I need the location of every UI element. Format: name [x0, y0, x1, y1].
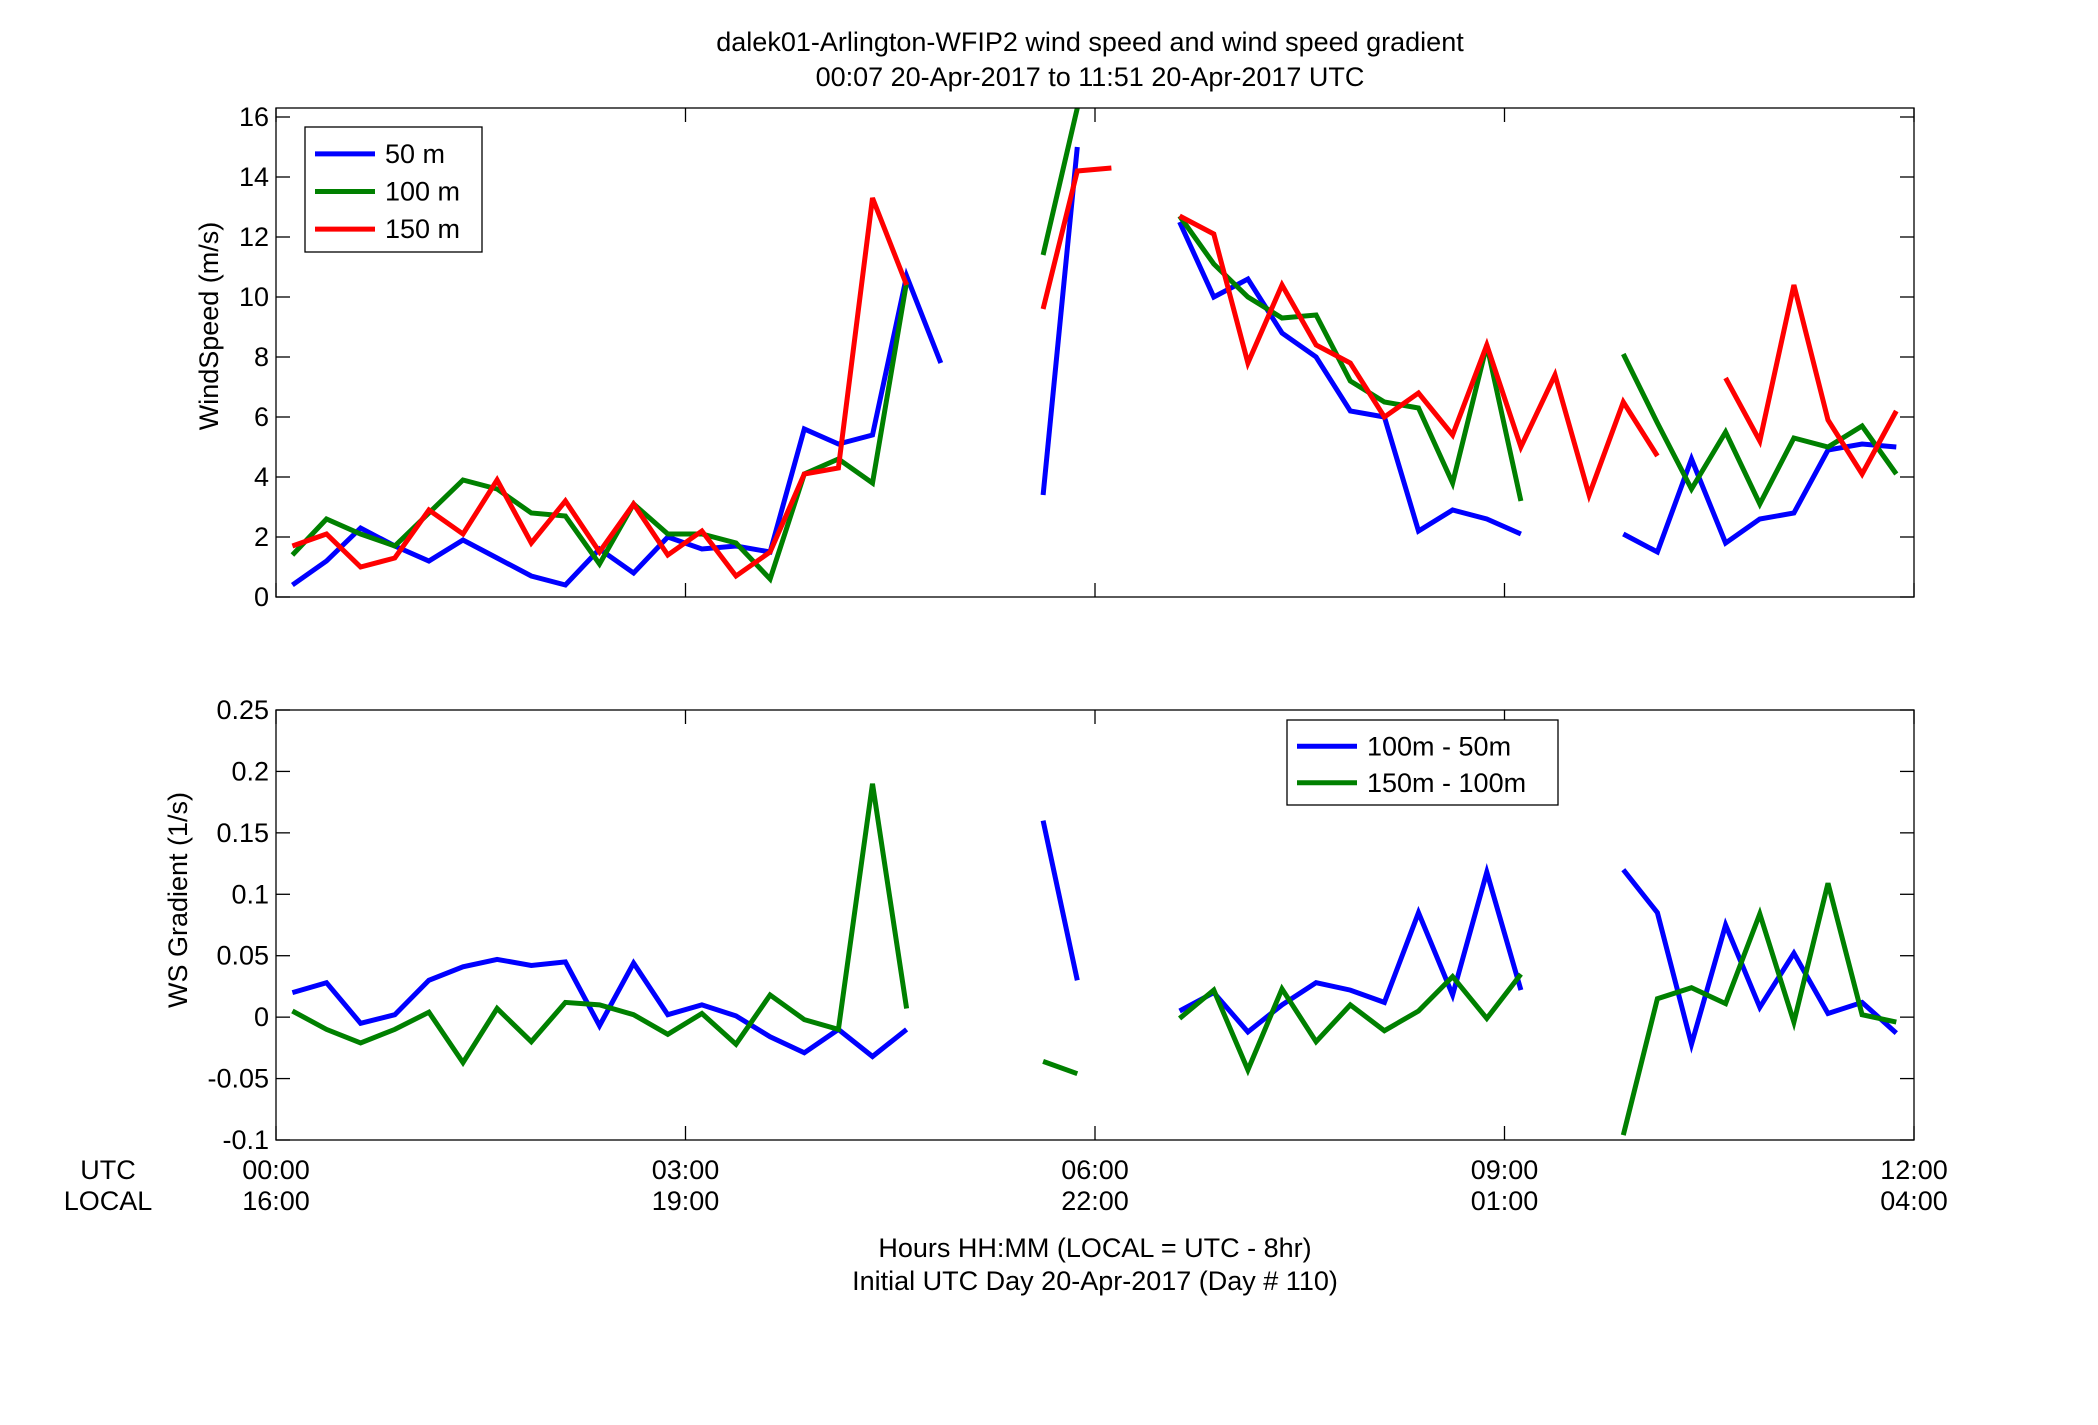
gradient-legend-label: 100m - 50m: [1367, 731, 1511, 761]
local-tick-label: 16:00: [242, 1186, 310, 1216]
gradient-series-150m-100m: [291, 783, 1897, 1136]
windspeed-line-50-m: [1040, 146, 1080, 496]
windspeed-line-100-m: [1040, 108, 1080, 256]
windspeed-ytick-label: 8: [254, 342, 269, 372]
local-tick-label: 22:00: [1061, 1186, 1129, 1216]
gradient-line-100m-50m: [1621, 868, 1898, 1054]
gradient-series-100m-50m: [291, 820, 1898, 1060]
windspeed-line-150-m: [1178, 213, 1660, 504]
local-tick-label: 04:00: [1880, 1186, 1948, 1216]
windspeed-panel: WindSpeed (m/s) 0 2 4 6 8 10 12 14 16 50 m 100 m 1…: [194, 102, 1915, 612]
gradient-ytick-label: 0.05: [216, 941, 269, 971]
windspeed-line-50-m: [1622, 441, 1897, 556]
windspeed-legend-label: 150 m: [385, 214, 460, 244]
xaxis-sublabel: Initial UTC Day 20-Apr-2017 (Day # 110): [852, 1266, 1338, 1296]
gradient-legend-box: [1286, 719, 1559, 806]
gradient-line-100m-50m: [1040, 820, 1080, 981]
windspeed-ylabel: WindSpeed (m/s): [194, 222, 224, 431]
utc-tick-label: 09:00: [1471, 1155, 1539, 1185]
figure-title: dalek01-Arlington-WFIP2 wind speed and w…: [716, 27, 1464, 57]
gradient-ytick-label: 0.25: [216, 695, 269, 725]
local-tick-label: 01:00: [1471, 1186, 1539, 1216]
windspeed-ytick-label: 6: [254, 402, 269, 432]
windspeed-series-150-m: [291, 165, 1899, 580]
windspeed-ytick-label: 14: [239, 162, 269, 192]
local-row-label: LOCAL: [64, 1186, 153, 1216]
windspeed-ytick-label: 4: [254, 462, 269, 492]
gradient-ticks: -0.1 -0.05 0 0.05 0.1 0.15 0.2 0.25: [207, 695, 1915, 1155]
gradient-plot-area: [291, 783, 1898, 1136]
gradient-line-150m-100m: [1620, 882, 1897, 1136]
local-tick-label: 19:00: [652, 1186, 720, 1216]
windspeed-line-150-m: [291, 197, 909, 580]
utc-tick-label: 00:00: [242, 1155, 310, 1185]
windspeed-ytick-label: 16: [239, 102, 269, 132]
gradient-ytick-label: -0.05: [207, 1064, 269, 1094]
windspeed-line-150-m: [1723, 284, 1899, 479]
windspeed-ticks: 0 2 4 6 8 10 12 14 16: [239, 102, 1915, 612]
utc-tick-label: 12:00: [1880, 1155, 1948, 1185]
gradient-ytick-label: 0.1: [231, 879, 269, 909]
windspeed-legend: 50 m 100 m 150 m: [304, 126, 483, 253]
gradient-ytick-label: 0.15: [216, 818, 269, 848]
windspeed-ytick-label: 0: [254, 582, 269, 612]
gradient-panel: WS Gradient (1/s) -0.1 -0.05 0 0.05 0.1 0.15 0…: [163, 695, 1915, 1155]
utc-tick-label: 03:00: [652, 1155, 720, 1185]
gradient-ylabel: WS Gradient (1/s): [163, 792, 193, 1008]
gradient-axes-box: [275, 709, 1915, 1141]
gradient-legend-label: 150m - 100m: [1367, 768, 1526, 798]
gradient-line-100m-50m: [1178, 863, 1524, 1036]
gradient-line-150m-100m: [1042, 1059, 1079, 1077]
gradient-line-100m-50m: [291, 956, 909, 1060]
utc-tick-label: 06:00: [1061, 1155, 1129, 1185]
windspeed-legend-label: 50 m: [385, 139, 445, 169]
gradient-legend: 100m - 50m 150m - 100m: [1286, 719, 1559, 806]
figure-subtitle: 00:07 20-Apr-2017 to 11:51 20-Apr-2017 U…: [816, 62, 1365, 92]
xaxis-label: Hours HH:MM (LOCAL = UTC - 8hr): [878, 1233, 1311, 1263]
gradient-ytick-label: 0.2: [231, 756, 269, 786]
windspeed-axes-box: [275, 107, 1915, 598]
windspeed-plot-area: [290, 108, 1899, 588]
gradient-line-150m-100m: [1178, 972, 1523, 1077]
windspeed-ytick-label: 10: [239, 282, 269, 312]
windspeed-ytick-label: 2: [254, 522, 269, 552]
windspeed-ytick-label: 12: [239, 222, 269, 252]
utc-row-label: UTC: [80, 1155, 136, 1185]
windspeed-line-100-m: [1177, 214, 1524, 502]
gradient-ytick-label: -0.1: [222, 1125, 269, 1155]
gradient-ytick-label: 0: [254, 1002, 269, 1032]
windspeed-legend-label: 100 m: [385, 177, 460, 207]
windspeed-line-150-m: [1040, 165, 1112, 310]
windspeed-line-100-m: [1621, 352, 1899, 510]
gradient-line-150m-100m: [291, 783, 910, 1068]
